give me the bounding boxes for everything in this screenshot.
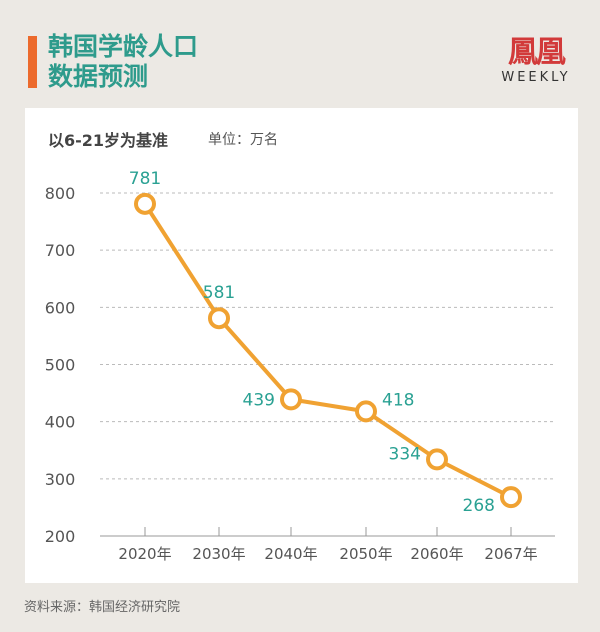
data-point xyxy=(426,448,448,471)
chart-subtitle: 以6-21岁为基准 xyxy=(48,131,169,150)
x-tick-label: 2060年 xyxy=(410,545,463,563)
data-point xyxy=(280,388,302,411)
data-point xyxy=(134,192,156,215)
data-point xyxy=(208,307,230,330)
data-label: 581 xyxy=(203,283,235,303)
y-tick-label: 600 xyxy=(45,298,76,317)
data-point xyxy=(500,486,522,509)
weekly-logo: 鳳凰 WEEKLY xyxy=(500,36,572,86)
y-tick-label: 500 xyxy=(45,356,76,375)
y-tick-label: 700 xyxy=(45,241,76,260)
data-label: 439 xyxy=(243,390,275,410)
x-tick-label: 2067年 xyxy=(484,545,537,563)
data-label: 781 xyxy=(129,169,161,189)
data-label: 418 xyxy=(382,390,414,410)
data-label: 334 xyxy=(389,444,421,464)
data-label: 268 xyxy=(463,496,495,516)
title-line-2: 数据预测 xyxy=(48,62,149,91)
logo-english: WEEKLY xyxy=(501,70,571,85)
logo-chinese: 鳳凰 xyxy=(508,35,566,70)
title-line-1: 韩国学龄人口 xyxy=(48,32,199,61)
data-point xyxy=(355,400,377,423)
x-tick-label: 2040年 xyxy=(264,545,317,563)
source-note: 资料来源：韩国经济研究院 xyxy=(24,600,181,615)
chart-title: 韩国学龄人口 数据预测 xyxy=(48,32,198,92)
y-tick-label: 400 xyxy=(45,413,76,432)
chart-card xyxy=(25,108,578,583)
x-tick-label: 2020年 xyxy=(118,545,171,563)
series-line xyxy=(143,202,512,499)
title-accent-bar xyxy=(28,36,37,88)
unit-label: 单位：万名 xyxy=(208,132,278,148)
x-tick-label: 2050年 xyxy=(339,545,392,563)
y-tick-label: 200 xyxy=(45,527,76,546)
y-tick-label: 300 xyxy=(45,470,76,489)
x-tick-label: 2030年 xyxy=(192,545,245,563)
y-tick-label: 800 xyxy=(45,184,76,203)
